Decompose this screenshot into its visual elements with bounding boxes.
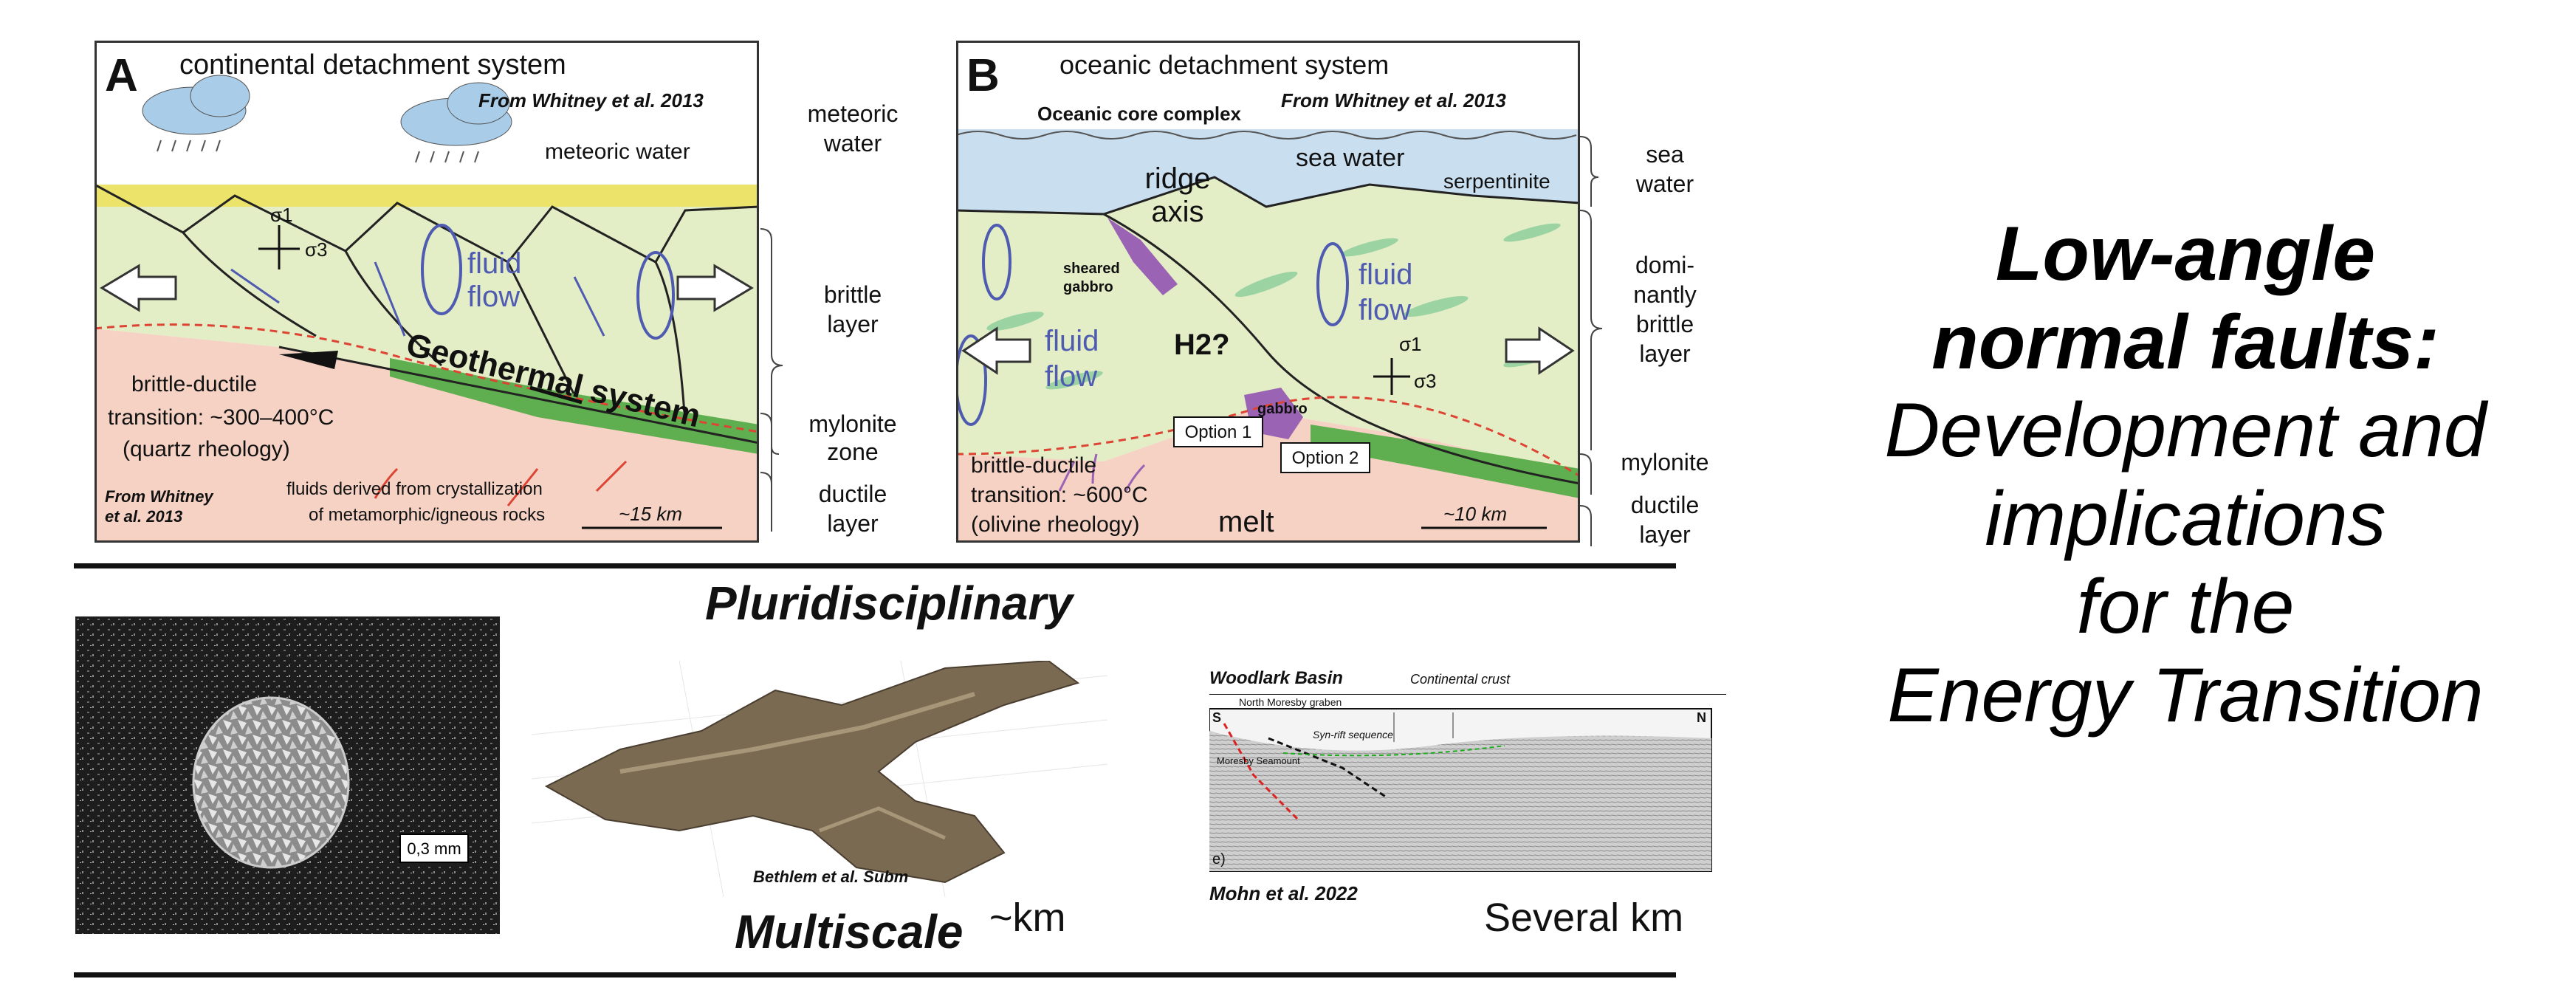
sigma3-b: σ3 [1414,370,1437,392]
title-line-4: implications [1985,475,2386,562]
title-line-5: for the [2076,564,2295,650]
terrain-mass [544,661,1080,884]
side-mylonite-2: zone [827,439,878,465]
side-meteoric-2: water [823,130,882,157]
micro-scale-label: 0,3 mm [407,839,461,858]
title-line-6: Energy Transition [1887,652,2484,738]
fluid-label-b-right: fluid [1359,258,1412,291]
side-brittle-b-4: layer [1639,340,1691,367]
seis-e-label: e) [1212,851,1226,867]
title-line-3: Development and [1884,388,2487,474]
sigma1-b: σ1 [1399,333,1422,355]
side-ductile-b-1: ductile [1631,492,1700,518]
melt-label: melt [1218,506,1274,538]
divider-bottom [74,972,1676,977]
divider-top [74,563,1676,568]
multiscale-label: Multiscale [735,905,964,958]
ridge-label-1: ridge [1145,162,1211,195]
side-brittle-2: layer [827,311,879,337]
side-ductile-2: layer [827,510,879,537]
gabbro-label: gabbro [1257,401,1308,417]
sediment-strip-a [95,185,759,207]
side-brittle-1: brittle [824,281,882,308]
side-ductile-1: ductile [819,481,887,507]
pluridisciplinary-label: Pluridisciplinary [705,577,1073,630]
side-brittle-b-3: brittle [1636,311,1694,337]
seismic-section: North Moresby graben Syn-rift sequence M… [1209,694,1726,872]
ductile-layer-a [95,329,759,543]
side-mylonite-b: mylonite [1621,449,1708,475]
thin-section-image: 0,3 mm [75,616,500,934]
olivine-b: (olivine rheology) [971,512,1139,537]
quartz-label: (quartz rheology) [123,437,290,461]
brittle-ductile-b: brittle-ductile [971,453,1096,478]
cloud-icon [142,75,250,135]
sigma1-label: σ1 [270,204,293,226]
panel-b-letter: B [966,50,1000,101]
serpentinite-label: serpentinite [1443,170,1550,193]
moresby-seamount-label: Moresby Seamount [1217,755,1300,766]
fluid-label-b-left: fluid [1045,325,1099,357]
panel-a-title: continental detachment system [179,49,566,80]
terrain-3d-model: Bethlem et al. Subm [532,661,1108,897]
side-brittle-b-2: nantly [1633,281,1696,308]
panel-b-credit: From Whitney et al. 2013 [1281,89,1506,111]
flow-label: flow [467,281,520,313]
mylonite-zone-b [1311,425,1580,498]
meteoric-water-label: meteoric water [545,140,690,164]
fluids-derived-1: fluids derived from crystallization [286,479,543,499]
sea-water-label: sea water [1296,144,1404,172]
scale-label-b: ~10 km [1443,503,1507,525]
km-label: ~km [989,896,1066,940]
synrift-label: Syn-rift sequence [1313,729,1393,741]
h2-label: H2? [1174,329,1230,361]
woodlark-label: Woodlark Basin [1209,668,1343,688]
panel-a-diagram: A continental detachment system From Whi… [95,41,759,543]
side-sea-2: water [1635,171,1694,197]
cloud-icon [400,82,512,146]
side-meteoric-1: meteoric [808,100,899,127]
sheared-gabbro-b [1107,218,1178,295]
option1-label: Option 1 [1185,422,1252,442]
continental-crust-label: Continental crust [1410,672,1511,687]
sheared-label-1: sheared [1063,261,1120,277]
seis-n-label: N [1697,710,1706,725]
side-ductile-b-2: layer [1639,521,1691,546]
sea-water-b [956,129,1580,214]
transition-label: transition: ~300–400°C [108,405,334,430]
brittle-ductile-label: brittle-ductile [131,372,257,396]
brittle-layer-b [956,177,1580,476]
side-mylonite-1: mylonite [808,410,896,437]
bethlem-label: Bethlem et al. Subm [753,867,908,886]
title-block: Low-angle normal faults: Development and… [1824,210,2547,741]
title-line-1: Low-angle [1995,211,2376,297]
panel-b-side-labels: sea water domi- nantly brittle layer myl… [1580,136,1709,546]
sigma3-label: σ3 [305,238,328,261]
option2-label: Option 2 [1292,448,1359,468]
fluids-derived-2: of metamorphic/igneous rocks [309,505,545,525]
flow-label-b-right: flow [1359,294,1411,326]
panel-b-diagram: B oceanic detachment system From Whitney… [956,41,1580,543]
credit2-a-1: From Whitney [105,487,214,506]
transition-b: transition: ~600°C [971,483,1148,507]
title-line-2: normal faults: [1931,299,2439,385]
ridge-label-2: axis [1151,196,1203,228]
mohn-label: Mohn et al. 2022 [1209,882,1358,904]
side-sea-1: sea [1646,141,1684,168]
side-brittle-b-1: domi- [1635,252,1694,278]
panel-a-letter: A [105,50,138,101]
north-moresby-label: North Moresby graben [1239,696,1342,708]
panel-a-credit: From Whitney et al. 2013 [478,89,704,111]
occ-label: Oceanic core complex [1037,103,1242,125]
seis-s-label: S [1212,710,1221,725]
panel-b-title: oceanic detachment system [1059,49,1389,80]
scale-label-a: ~15 km [619,503,682,525]
sheared-label-2: gabbro [1063,279,1113,295]
fluid-label: fluid [467,247,521,280]
credit2-a-2: et al. 2013 [105,507,182,526]
panel-a-side-labels: meteoric water brittle layer mylonite zo… [760,100,899,537]
flow-label-b-left: flow [1045,360,1097,393]
several-km-label: Several km [1484,896,1684,940]
